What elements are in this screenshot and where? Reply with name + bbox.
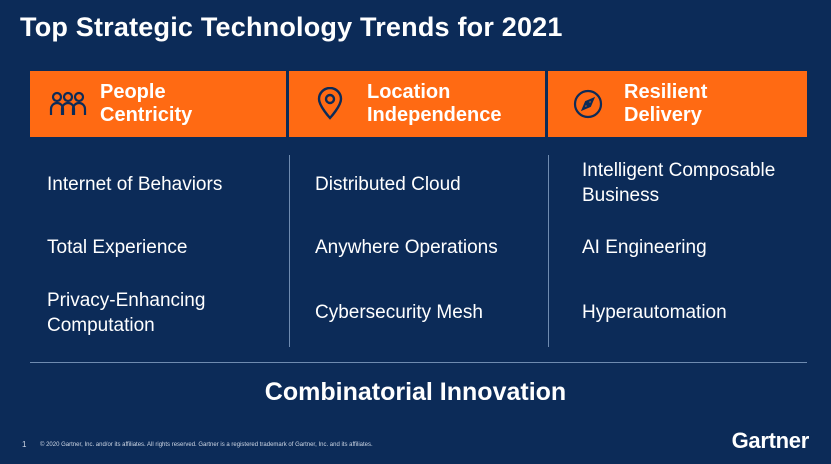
location-pin-icon bbox=[315, 87, 357, 121]
trend-item: Anywhere Operations bbox=[315, 237, 498, 258]
slide-title: Top Strategic Technology Trends for 2021 bbox=[20, 12, 563, 42]
column-location-independence: Distributed Cloud Anywhere Operations Cy… bbox=[315, 150, 545, 350]
trend-item: AI Engineering bbox=[582, 237, 707, 258]
trend-item: Total Experience bbox=[47, 237, 188, 258]
header-resilient-delivery: Resilient Delivery bbox=[548, 71, 807, 137]
header-label: People Centricity bbox=[100, 81, 192, 127]
column-people-centricity: Internet of Behaviors Total Experience P… bbox=[47, 150, 285, 350]
category-header-row: People Centricity Location Independence bbox=[30, 71, 807, 137]
header-label-line2: Delivery bbox=[624, 104, 702, 126]
header-label: Resilient Delivery bbox=[624, 81, 707, 127]
header-label-line1: People bbox=[100, 81, 166, 103]
header-label-line1: Resilient bbox=[624, 81, 708, 103]
combinatorial-title: Combinatorial Innovation bbox=[264, 378, 567, 406]
trend-item: Cybersecurity Mesh bbox=[315, 302, 483, 323]
trend-item: Intelligent Composable Business bbox=[582, 160, 776, 206]
compass-icon bbox=[572, 87, 614, 121]
trend-item: Hyperautomation bbox=[582, 302, 727, 323]
people-icon bbox=[48, 87, 90, 121]
header-label-line1: Location bbox=[367, 81, 451, 103]
column-divider bbox=[289, 155, 290, 347]
section-divider bbox=[30, 362, 807, 363]
trend-item: Privacy-Enhancing Computation bbox=[47, 290, 206, 336]
page-number: 1 bbox=[22, 440, 27, 449]
trend-item: Internet of Behaviors bbox=[47, 174, 223, 195]
trend-item: Distributed Cloud bbox=[315, 174, 461, 195]
header-label-line2: Centricity bbox=[100, 104, 193, 126]
gartner-logo: Gartner bbox=[731, 428, 810, 453]
column-resilient-delivery: Intelligent Composable Business AI Engin… bbox=[582, 150, 822, 350]
header-people-centricity: People Centricity bbox=[30, 71, 286, 137]
header-label: Location Independence bbox=[367, 81, 501, 127]
header-location-independence: Location Independence bbox=[289, 71, 545, 137]
header-label-line2: Independence bbox=[367, 104, 502, 126]
copyright-notice: © 2020 Gartner, Inc. and/or its affiliat… bbox=[40, 442, 373, 448]
column-divider bbox=[548, 155, 549, 347]
